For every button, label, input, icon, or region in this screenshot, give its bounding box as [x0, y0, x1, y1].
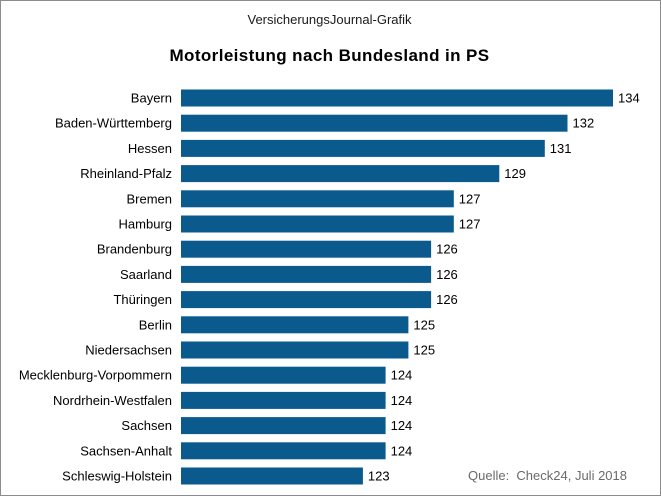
- category-label-brandenburg: Brandenburg: [97, 242, 172, 257]
- bar-mecklenburg-vorpommern: [181, 366, 386, 384]
- category-label-rheinland-pfalz: Rheinland-Pfalz: [80, 166, 172, 181]
- value-label-niedersachsen: 125: [413, 343, 435, 358]
- value-label-saarland: 126: [436, 267, 458, 282]
- value-label-nordrhein-westfalen: 124: [391, 393, 413, 408]
- source-note: Quelle: Check24, Juli 2018: [468, 468, 627, 483]
- bar-berlin: [181, 316, 409, 334]
- bar-rheinland-pfalz: [181, 165, 500, 183]
- bar-hessen: [181, 139, 545, 157]
- bar-sachsen-anhalt: [181, 442, 386, 460]
- value-label-brandenburg: 126: [436, 242, 458, 257]
- category-label-hamburg: Hamburg: [119, 217, 172, 232]
- bar-bayern: [181, 89, 613, 107]
- value-label-hessen: 131: [550, 141, 572, 156]
- value-label-thueringen: 126: [436, 292, 458, 307]
- value-label-berlin: 125: [413, 317, 435, 332]
- chart-title: Motorleistung nach Bundesland in PS: [169, 46, 490, 65]
- category-label-mecklenburg-vorpommern: Mecklenburg-Vorpommern: [19, 368, 172, 383]
- value-label-schleswig-holstein: 123: [368, 469, 390, 484]
- category-label-sachsen: Sachsen: [121, 418, 172, 433]
- category-label-schleswig-holstein: Schleswig-Holstein: [62, 469, 172, 484]
- bar-bremen: [181, 190, 454, 208]
- category-label-sachsen-anhalt: Sachsen-Anhalt: [80, 443, 172, 458]
- value-label-sachsen-anhalt: 124: [391, 443, 413, 458]
- category-label-hessen: Hessen: [128, 141, 172, 156]
- bar-baden-wuerttemberg: [181, 114, 568, 132]
- value-label-baden-wuerttemberg: 132: [573, 116, 595, 131]
- publisher-label: VersicherungsJournal-Grafik: [247, 12, 412, 27]
- category-label-nordrhein-westfalen: Nordrhein-Westfalen: [53, 393, 172, 408]
- bar-brandenburg: [181, 240, 432, 258]
- bar-hamburg: [181, 215, 454, 233]
- value-label-rheinland-pfalz: 129: [504, 166, 526, 181]
- category-label-niedersachsen: Niedersachsen: [85, 343, 172, 358]
- value-label-bayern: 134: [618, 91, 640, 106]
- category-label-baden-wuerttemberg: Baden-Württemberg: [55, 116, 172, 131]
- bar-nordrhein-westfalen: [181, 391, 386, 409]
- bar-sachsen: [181, 417, 386, 435]
- value-label-sachsen: 124: [391, 418, 413, 433]
- category-label-bremen: Bremen: [126, 191, 172, 206]
- category-label-saarland: Saarland: [120, 267, 172, 282]
- value-label-bremen: 127: [459, 191, 481, 206]
- value-label-mecklenburg-vorpommern: 124: [391, 368, 413, 383]
- bar-thueringen: [181, 291, 432, 309]
- category-label-berlin: Berlin: [139, 317, 172, 332]
- bar-schleswig-holstein: [181, 467, 363, 485]
- category-label-thueringen: Thüringen: [113, 292, 172, 307]
- bar-saarland: [181, 265, 432, 283]
- category-label-bayern: Bayern: [131, 91, 172, 106]
- bar-niedersachsen: [181, 341, 409, 359]
- value-label-hamburg: 127: [459, 217, 481, 232]
